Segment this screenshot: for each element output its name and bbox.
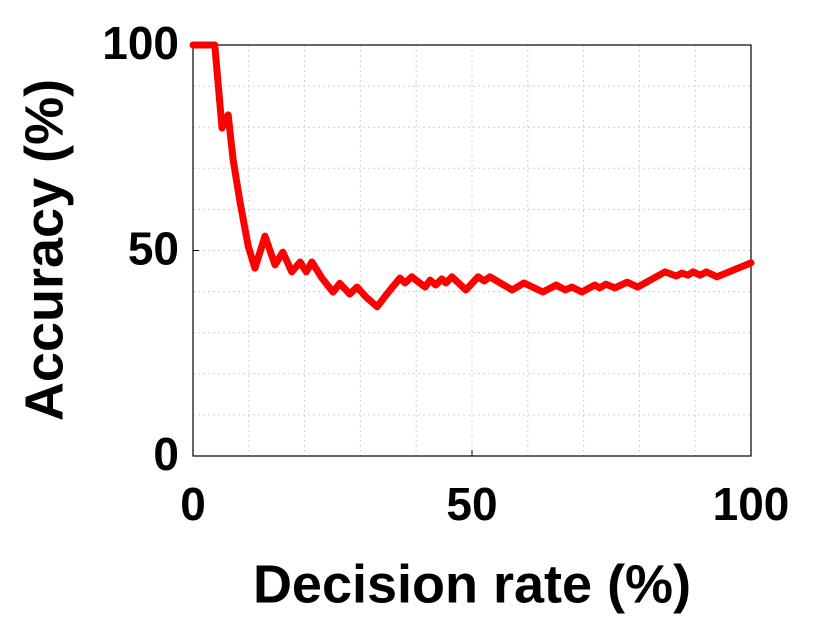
y-tick-label: 50	[128, 223, 179, 275]
x-tick-label: 0	[180, 478, 206, 530]
y-tick-label: 0	[153, 428, 179, 480]
x-tick-label: 100	[713, 478, 790, 530]
data-line	[189, 41, 755, 311]
x-tick-label: 50	[446, 478, 497, 530]
y-axis-label: Accuracy (%)	[14, 79, 74, 421]
plot-frame	[192, 44, 752, 457]
x-axis-label: Decision rate (%)	[253, 554, 691, 614]
y-tick-label: 100	[102, 17, 179, 69]
